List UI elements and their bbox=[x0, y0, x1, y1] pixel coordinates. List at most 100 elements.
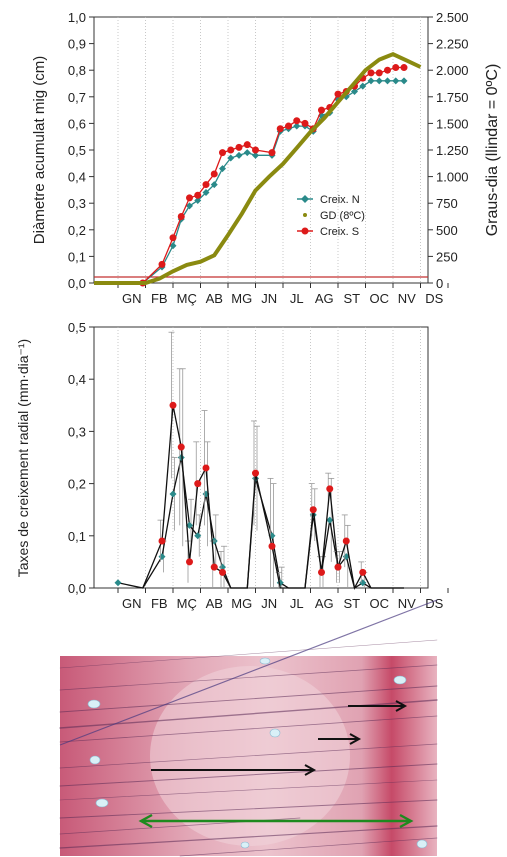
y-tick-label: 0,3 bbox=[68, 424, 86, 439]
point-south bbox=[293, 117, 301, 125]
legend-marker-south bbox=[301, 227, 309, 235]
point-south bbox=[169, 401, 177, 409]
y-tick-label: 0,2 bbox=[68, 223, 86, 238]
y-axis-label: Taxes de creixement radial (mm·dia⁻¹) bbox=[15, 339, 31, 577]
point-south bbox=[177, 443, 185, 451]
growth-rate-chart: 0,0 0,1 0,2 0,3 0,4 0,5 GN FB MÇ AB MG JN JL AG ST OC N… bbox=[15, 320, 449, 611]
point-south bbox=[400, 64, 408, 72]
y-tick-label: 0,5 bbox=[68, 320, 86, 335]
pore bbox=[87, 699, 101, 709]
point-south bbox=[367, 69, 375, 77]
y-tick-label: 0,7 bbox=[68, 90, 86, 105]
point-south bbox=[227, 146, 235, 154]
y-tick-label: 0,4 bbox=[68, 372, 86, 387]
y-tick-label: 0,6 bbox=[68, 116, 86, 131]
point-south bbox=[158, 260, 166, 268]
x-tick-label: JL bbox=[290, 291, 304, 306]
point-north bbox=[219, 165, 226, 173]
x-tick-label: NV bbox=[398, 291, 416, 306]
x-tick-label: MÇ bbox=[177, 291, 197, 306]
plot-frame bbox=[93, 16, 429, 284]
legend-marker-gd bbox=[303, 213, 307, 217]
point-north bbox=[367, 77, 375, 85]
green-double-arrow bbox=[138, 813, 414, 829]
y2-tick-label: 500 bbox=[436, 223, 458, 238]
ray-line bbox=[59, 799, 438, 819]
series-group bbox=[94, 52, 428, 287]
y-tick-label: 0,3 bbox=[68, 196, 86, 211]
y-tick-label: 0,8 bbox=[68, 63, 86, 78]
y2-tick-label: 0 bbox=[436, 276, 443, 291]
y2-tick-label: 250 bbox=[436, 249, 458, 264]
point-south bbox=[342, 537, 350, 545]
point-south bbox=[210, 170, 218, 178]
point-south bbox=[301, 119, 309, 127]
y-tick-label: 1,0 bbox=[68, 10, 86, 25]
point-north bbox=[400, 77, 408, 85]
x-tick-label: GN bbox=[122, 291, 142, 306]
point-north bbox=[235, 151, 243, 159]
y-tick-label: 0,9 bbox=[68, 37, 86, 52]
y2-axis-ticks: 0 250 500 750 1.000 1.250 1.500 1.750 2.000 2.250… bbox=[428, 10, 469, 291]
y-tick-label: 0,5 bbox=[68, 143, 86, 158]
pore bbox=[416, 839, 428, 849]
point-south bbox=[186, 194, 193, 202]
y2-tick-label: 1.000 bbox=[436, 170, 469, 185]
ray-line bbox=[59, 743, 438, 769]
y-tick-label: 0,1 bbox=[68, 249, 86, 264]
pore bbox=[393, 675, 407, 685]
point-north bbox=[227, 154, 235, 162]
legend-label-north: Creix. N bbox=[320, 194, 360, 206]
point-north bbox=[375, 77, 383, 85]
point-south bbox=[186, 558, 193, 566]
x-axis-ticks: GN FB MÇ AB MG JN JL AG ST OC NV DS bbox=[117, 588, 449, 611]
x-tick-label: OC bbox=[370, 291, 390, 306]
point-south bbox=[219, 149, 226, 157]
x-tick-label: OC bbox=[370, 596, 390, 611]
point-north bbox=[202, 189, 210, 197]
point-south bbox=[202, 464, 210, 472]
x-tick-label: DS bbox=[425, 291, 443, 306]
point-south bbox=[194, 191, 202, 199]
y2-tick-label: 1.250 bbox=[436, 143, 469, 158]
ray-line bbox=[59, 639, 438, 669]
y-axis-label: Diàmetre acumulat mig (cm) bbox=[31, 56, 48, 244]
plot-frame bbox=[93, 326, 429, 589]
x-axis-ticks: GN FB MÇ AB MG JN JL AG ST OC NV DS bbox=[117, 283, 449, 306]
crack-line bbox=[59, 599, 438, 746]
point-north bbox=[392, 77, 400, 85]
cumulative-diameter-chart: 0,0 0,1 0,2 0,3 0,4 0,5 0,6 0,7 0,8 0,9 1,0 0 250 50… bbox=[31, 10, 501, 306]
x-tick-label: NV bbox=[398, 596, 416, 611]
y-tick-label: 0,0 bbox=[68, 581, 86, 596]
pore bbox=[95, 798, 109, 808]
x-tick-label: JN bbox=[261, 291, 277, 306]
series-group bbox=[114, 331, 404, 590]
point-south bbox=[276, 125, 284, 133]
x-tick-label: AG bbox=[315, 291, 334, 306]
x-tick-label: ST bbox=[343, 291, 360, 306]
point-north bbox=[194, 197, 202, 205]
y-tick-label: 0,1 bbox=[68, 529, 86, 544]
x-tick-label: JN bbox=[261, 596, 277, 611]
y-tick-label: 0,2 bbox=[68, 477, 86, 492]
y2-tick-label: 2.500 bbox=[436, 10, 469, 25]
point-south bbox=[268, 149, 276, 157]
point-north bbox=[158, 553, 166, 561]
arrow-head-black bbox=[349, 733, 362, 745]
ray-line bbox=[59, 664, 438, 691]
point-north bbox=[359, 82, 367, 90]
point-south bbox=[318, 106, 325, 114]
point-south bbox=[334, 90, 342, 98]
y-tick-label: 0,0 bbox=[68, 276, 86, 291]
point-north bbox=[351, 87, 358, 95]
ray-line bbox=[59, 715, 438, 743]
y2-tick-label: 1.500 bbox=[436, 116, 469, 131]
point-north bbox=[252, 151, 259, 159]
pore bbox=[269, 728, 281, 738]
point-south bbox=[384, 66, 391, 74]
point-south bbox=[252, 146, 259, 154]
ray-line bbox=[59, 825, 438, 849]
pore bbox=[259, 657, 271, 665]
x-tick-label: MÇ bbox=[177, 596, 197, 611]
